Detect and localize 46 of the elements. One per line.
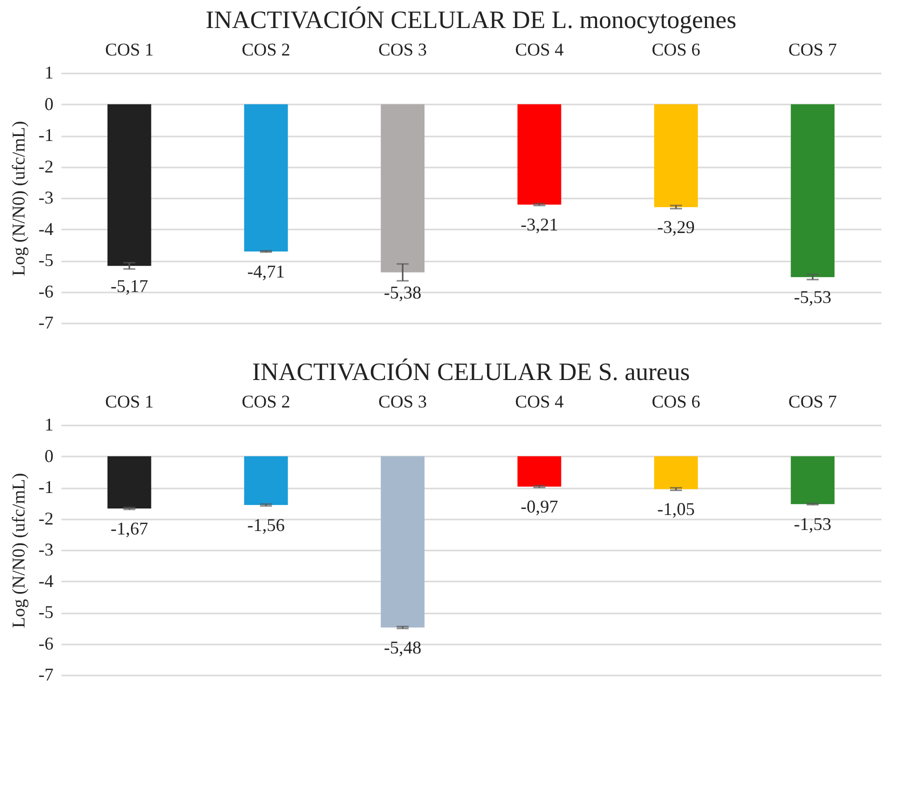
x-tick-label: COS 2 — [242, 40, 290, 60]
y-tick-label: -4 — [38, 218, 54, 239]
y-tick-label: -7 — [38, 664, 54, 684]
y-tick-label: -2 — [38, 156, 54, 176]
data-label: -3,29 — [657, 217, 695, 238]
y-tick-label: 0 — [44, 94, 54, 114]
y-tick-label: -1 — [38, 477, 54, 497]
y-tick-label: -1 — [38, 125, 54, 145]
x-tick-label: COS 3 — [378, 40, 427, 60]
y-tick-label: -3 — [38, 540, 54, 560]
x-tick-label: COS 1 — [105, 392, 154, 412]
y-tick-label: -5 — [38, 602, 54, 622]
data-label: -1,05 — [657, 499, 695, 520]
chart-title: INACTIVACIÓN CELULAR DE S. aureus — [252, 358, 690, 386]
y-axis-title: Log (N/N0) (ufc/mL) — [8, 473, 29, 628]
y-tick-label: -7 — [38, 312, 54, 332]
x-tick-label: COS 3 — [378, 392, 427, 412]
data-label: -5,48 — [384, 638, 422, 658]
data-label: -1,67 — [110, 518, 148, 538]
data-label: -5,53 — [794, 287, 832, 308]
data-label: -1,56 — [247, 515, 285, 535]
data-label: -3,21 — [520, 214, 558, 235]
x-tick-label: COS 4 — [515, 40, 564, 60]
x-tick-label: COS 4 — [515, 392, 564, 412]
x-tick-label: COS 7 — [788, 392, 837, 412]
y-tick-label: -3 — [38, 188, 54, 208]
y-tick-label: -5 — [38, 250, 54, 270]
y-tick-label: 1 — [44, 62, 54, 82]
data-label: -0,97 — [520, 496, 558, 517]
x-tick-label: COS 6 — [652, 392, 700, 412]
x-tick-label: COS 7 — [788, 40, 837, 60]
y-tick-label: 0 — [44, 446, 54, 466]
x-tick-label: COS 1 — [105, 40, 154, 60]
y-tick-label: -6 — [38, 633, 54, 654]
y-axis-title: Log (N/N0) (ufc/mL) — [8, 121, 29, 276]
y-tick-label: -6 — [38, 281, 54, 302]
data-label: -4,71 — [247, 261, 285, 282]
y-tick-label: 1 — [44, 414, 54, 434]
data-label: -5,17 — [110, 276, 148, 296]
y-tick-label: -4 — [38, 570, 54, 591]
x-tick-label: COS 2 — [242, 392, 290, 412]
x-tick-label: COS 6 — [652, 40, 700, 60]
chart-title: INACTIVACIÓN CELULAR DE L. monocytogenes — [206, 6, 736, 34]
y-tick-label: -2 — [38, 508, 54, 528]
data-label: -5,38 — [384, 282, 422, 302]
data-label: -1,53 — [794, 514, 832, 534]
